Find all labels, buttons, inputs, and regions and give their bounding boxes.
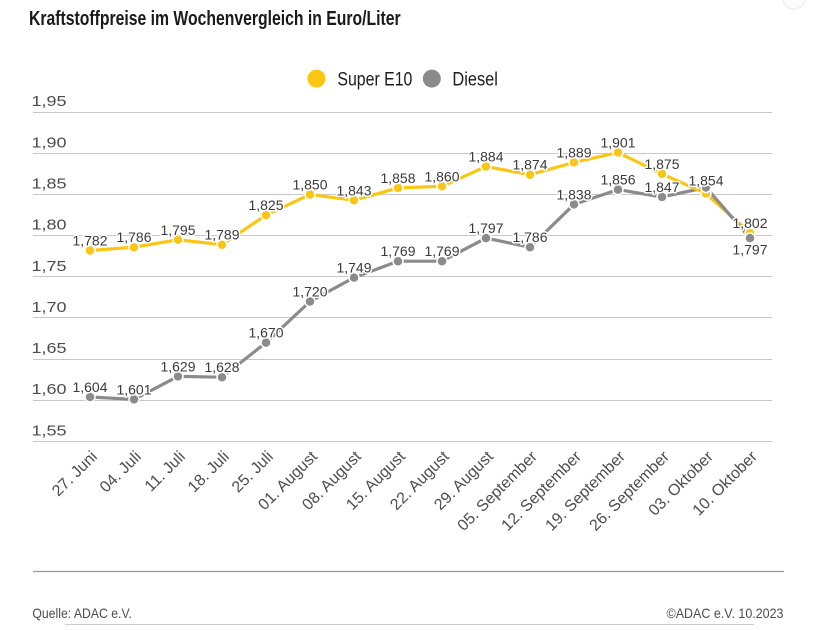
svg-text:1,847: 1,847 bbox=[645, 179, 680, 195]
svg-text:Diesel: Diesel bbox=[452, 69, 498, 90]
svg-text:1,60: 1,60 bbox=[32, 381, 67, 398]
svg-text:1,838: 1,838 bbox=[557, 186, 592, 202]
svg-text:1,720: 1,720 bbox=[293, 284, 328, 300]
svg-text:1,601: 1,601 bbox=[117, 381, 152, 397]
svg-text:1,797: 1,797 bbox=[469, 220, 504, 236]
svg-text:1,795: 1,795 bbox=[161, 222, 196, 238]
svg-text:1,797: 1,797 bbox=[733, 242, 768, 258]
svg-text:1,884: 1,884 bbox=[469, 149, 504, 165]
svg-text:1,95: 1,95 bbox=[32, 93, 67, 110]
svg-text:1,860: 1,860 bbox=[425, 168, 460, 184]
svg-text:1,70: 1,70 bbox=[32, 299, 67, 316]
svg-text:1,75: 1,75 bbox=[32, 258, 67, 275]
svg-text:1,749: 1,749 bbox=[337, 260, 372, 276]
svg-text:1,874: 1,874 bbox=[513, 157, 548, 173]
svg-text:1,889: 1,889 bbox=[557, 144, 592, 160]
svg-text:1,786: 1,786 bbox=[117, 229, 152, 245]
svg-text:1,850: 1,850 bbox=[293, 177, 328, 193]
svg-text:©ADAC e.V. 10.2023: ©ADAC e.V. 10.2023 bbox=[667, 605, 784, 621]
svg-text:1,85: 1,85 bbox=[32, 176, 67, 193]
svg-text:1,90: 1,90 bbox=[32, 134, 67, 151]
svg-text:1,843: 1,843 bbox=[337, 182, 372, 198]
svg-text:1,786: 1,786 bbox=[513, 229, 548, 245]
svg-text:1,854: 1,854 bbox=[689, 173, 724, 189]
svg-text:1,789: 1,789 bbox=[205, 227, 240, 243]
svg-text:1,604: 1,604 bbox=[73, 379, 108, 395]
svg-text:1,825: 1,825 bbox=[249, 197, 284, 213]
svg-text:1,875: 1,875 bbox=[645, 156, 680, 172]
svg-text:1,55: 1,55 bbox=[32, 422, 67, 439]
svg-text:1,802: 1,802 bbox=[733, 215, 768, 231]
svg-text:Super E10: Super E10 bbox=[337, 69, 412, 90]
svg-text:1,670: 1,670 bbox=[249, 325, 284, 341]
svg-text:Quelle: ADAC e.V.: Quelle: ADAC e.V. bbox=[32, 605, 131, 621]
svg-text:1,65: 1,65 bbox=[32, 340, 67, 357]
svg-text:1,80: 1,80 bbox=[32, 217, 67, 234]
svg-text:1,858: 1,858 bbox=[381, 170, 416, 186]
svg-text:1,769: 1,769 bbox=[381, 243, 416, 259]
svg-text:1,901: 1,901 bbox=[601, 135, 636, 151]
svg-text:Kraftstoffpreise im Wochenverg: Kraftstoffpreise im Wochenvergleich in E… bbox=[29, 8, 401, 30]
svg-text:1,628: 1,628 bbox=[205, 359, 240, 375]
svg-text:1,769: 1,769 bbox=[425, 243, 460, 259]
svg-text:1,856: 1,856 bbox=[601, 172, 636, 188]
svg-text:1,629: 1,629 bbox=[161, 358, 196, 374]
svg-text:1,782: 1,782 bbox=[73, 233, 108, 249]
